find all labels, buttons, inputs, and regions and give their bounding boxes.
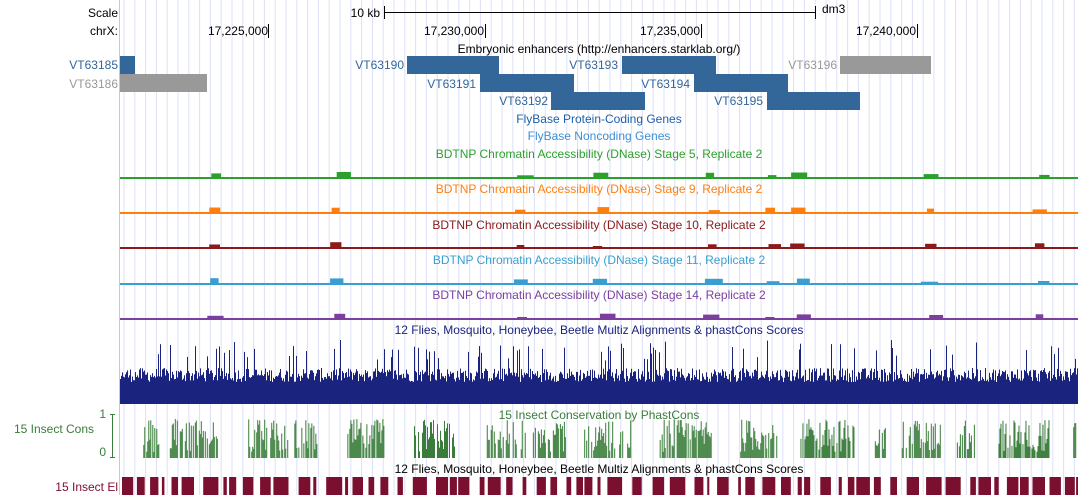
feature-label-vt63191[interactable]: VT63191 bbox=[427, 77, 476, 91]
insect-cons-track-title: 15 Insect Conservation by PhastCons bbox=[498, 408, 700, 422]
scale-bar-label: 10 kb bbox=[350, 6, 380, 20]
insect-cons-axis bbox=[112, 414, 113, 458]
feature-vt63196[interactable] bbox=[840, 56, 931, 74]
ruler-tick-label: 17,235,000 bbox=[639, 24, 700, 38]
feature-label-vt63194[interactable]: VT63194 bbox=[641, 77, 690, 91]
scale-bar-left-cap bbox=[384, 6, 385, 19]
insect-el-side-label[interactable]: 15 Insect El bbox=[55, 480, 118, 494]
ruler-tick bbox=[268, 24, 269, 38]
insect-cons-axis-tick-top bbox=[110, 414, 115, 415]
ruler-tick-label: 17,225,000 bbox=[207, 24, 268, 38]
feature-vt63194[interactable] bbox=[694, 74, 788, 92]
ruler-tick-label: 17,240,000 bbox=[855, 24, 916, 38]
multiz-track-title: 12 Flies, Mosquito, Honeybee, Beetle Mul… bbox=[394, 323, 804, 337]
ruler-tick-label: 17,230,000 bbox=[423, 24, 484, 38]
feature-vt63191[interactable] bbox=[480, 74, 574, 92]
insect-el-elements[interactable] bbox=[120, 477, 1078, 495]
insect-cons-signal[interactable] bbox=[120, 418, 1078, 458]
dnase-stage9-signal[interactable] bbox=[120, 195, 1078, 215]
feature-label-vt63193[interactable]: VT63193 bbox=[569, 58, 618, 72]
feature-label-vt63185[interactable]: VT63185 bbox=[69, 58, 118, 72]
dnase-stage11-track-title: BDTNP Chromatin Accessibility (DNase) St… bbox=[432, 253, 766, 267]
feature-label-vt63186[interactable]: VT63186 bbox=[69, 77, 118, 91]
assembly-label: dm3 bbox=[822, 2, 846, 16]
feature-label-vt63192[interactable]: VT63192 bbox=[499, 94, 548, 108]
insect-el-track-title: 12 Flies, Mosquito, Honeybee, Beetle Mul… bbox=[394, 462, 804, 476]
feature-vt63186[interactable] bbox=[120, 74, 207, 92]
feature-label-vt63196[interactable]: VT63196 bbox=[788, 58, 837, 72]
scale-bar-right-cap bbox=[815, 6, 816, 19]
left-margin-line bbox=[119, 0, 120, 495]
scale-label: Scale bbox=[87, 6, 118, 20]
chrom-label: chrX: bbox=[89, 24, 118, 38]
scale-bar bbox=[384, 12, 816, 13]
dnase-stage14-track-title: BDTNP Chromatin Accessibility (DNase) St… bbox=[432, 288, 766, 302]
insect-cons-axis-min: 0 bbox=[99, 445, 106, 459]
insect-cons-axis-max: 1 bbox=[99, 407, 106, 421]
ruler-tick bbox=[485, 24, 486, 38]
feature-label-vt63195[interactable]: VT63195 bbox=[714, 94, 763, 108]
flybase-noncoding-track-title: FlyBase Noncoding Genes bbox=[527, 129, 671, 143]
flybase-coding-track-title: FlyBase Protein-Coding Genes bbox=[516, 112, 682, 126]
enhancers-track-title: Embryonic enhancers (http://enhancers.st… bbox=[457, 42, 741, 56]
dnase-stage10-track-title: BDTNP Chromatin Accessibility (DNase) St… bbox=[432, 218, 766, 232]
feature-vt63193[interactable] bbox=[622, 56, 716, 74]
dnase-stage14-signal[interactable] bbox=[120, 301, 1078, 321]
dnase-stage10-signal[interactable] bbox=[120, 230, 1078, 250]
feature-vt63195[interactable] bbox=[767, 92, 860, 110]
insect-cons-axis-tick-bottom bbox=[110, 457, 115, 458]
feature-vt63192[interactable] bbox=[551, 92, 645, 110]
dnase-stage9-track-title: BDTNP Chromatin Accessibility (DNase) St… bbox=[435, 182, 763, 196]
dnase-stage11-signal[interactable] bbox=[120, 266, 1078, 286]
feature-vt63190[interactable] bbox=[407, 56, 499, 74]
dnase-stage5-track-title: BDTNP Chromatin Accessibility (DNase) St… bbox=[435, 147, 763, 161]
ruler-tick bbox=[917, 24, 918, 38]
feature-label-vt63190[interactable]: VT63190 bbox=[355, 58, 404, 72]
insect-cons-side-label[interactable]: 15 Insect Cons bbox=[13, 422, 94, 436]
dnase-stage5-signal[interactable] bbox=[120, 160, 1078, 180]
ruler-tick bbox=[701, 24, 702, 38]
feature-vt63185[interactable] bbox=[120, 56, 135, 74]
multiz-conservation-signal[interactable] bbox=[120, 338, 1078, 404]
